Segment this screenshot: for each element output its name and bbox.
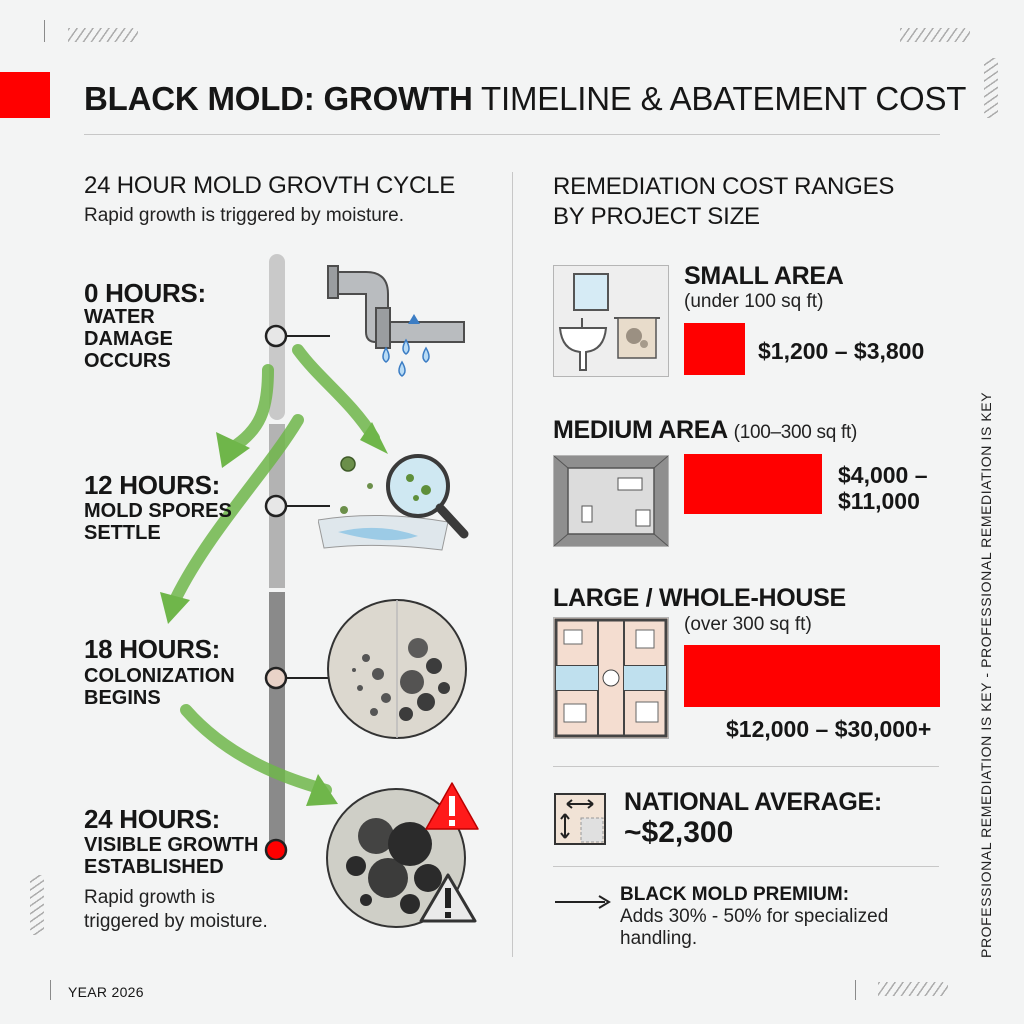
large-area-cost: $12,000 – $30,000+	[726, 716, 932, 742]
corner-hatch-bottom-right	[878, 982, 948, 996]
premium-text: Adds 30% - 50% for specialized handling.	[620, 906, 889, 949]
title-bold: BLACK MOLD: GROWTH	[84, 80, 473, 117]
side-tagline: PROFESSIONAL REMEDIATION IS KEY - PROFES…	[978, 391, 994, 958]
bathroom-icon	[558, 273, 660, 371]
corner-hatch-top-right	[900, 28, 970, 42]
title-light: TIMELINE & ABATEMENT COST	[481, 80, 967, 117]
side-hatch-left	[30, 875, 44, 935]
arrow-right-icon	[555, 895, 611, 909]
footer-year: YEAR 2026	[68, 984, 144, 1000]
large-area-bar	[684, 645, 940, 707]
magnifier-spores-icon	[318, 454, 469, 551]
stage-0-hours: 0 HOURS:	[84, 278, 206, 308]
leaking-pipe-icon	[327, 265, 465, 377]
medium-area-title: MEDIUM AREA (100–300 sq ft)	[553, 416, 857, 444]
divider-premium	[553, 866, 939, 867]
stage-24-hours: 24 HOURS:	[84, 804, 220, 834]
small-area-size: (under 100 sq ft)	[684, 291, 824, 312]
national-average-label: NATIONAL AVERAGE:	[624, 788, 882, 816]
title-rule	[84, 134, 940, 135]
bathroom-thumbnail	[553, 265, 669, 377]
timeline-subheading: Rapid growth is triggered by moisture.	[84, 205, 404, 226]
small-area-bar	[684, 323, 745, 375]
stage-12-desc: MOLD SPORES SETTLE	[84, 500, 232, 544]
stage-18-hours: 18 HOURS:	[84, 634, 220, 664]
column-divider	[512, 172, 513, 957]
premium-label: BLACK MOLD PREMIUM:	[620, 884, 850, 905]
floorplan-thumbnail	[553, 617, 669, 739]
stage-0-desc: WATER DAMAGE OCCURS	[84, 306, 173, 372]
medium-area-bar	[684, 454, 822, 514]
stage-18-desc: COLONIZATION BEGINS	[84, 665, 235, 709]
accent-tab	[0, 72, 50, 118]
colonization-circle-icon	[327, 599, 467, 739]
floorplan-icon	[554, 618, 668, 738]
side-hatch-right	[984, 58, 998, 118]
room-thumbnail	[553, 455, 669, 547]
large-area-title: LARGE / WHOLE-HOUSE	[553, 584, 846, 612]
stage-12-hours: 12 HOURS:	[84, 470, 220, 500]
costs-heading: REMEDIATION COST RANGES BY PROJECT SIZE	[553, 173, 895, 230]
corner-tick-top-left	[44, 20, 45, 42]
flow-arrows	[160, 344, 388, 806]
stage-24-desc: VISIBLE GROWTH ESTABLISHED	[84, 834, 259, 878]
corner-tick-bottom-right	[855, 980, 856, 1000]
dimension-icon	[554, 793, 606, 845]
large-area-size: (over 300 sq ft)	[684, 614, 812, 635]
timeline-footnote: Rapid growth is triggered by moisture.	[84, 887, 268, 932]
corner-hatch-top-left	[68, 28, 138, 42]
small-area-title: SMALL AREA	[684, 262, 844, 290]
timeline-nodes	[264, 324, 330, 860]
corner-tick-bottom-left	[50, 980, 51, 1000]
timeline-heading: 24 HOUR MOLD GROVTH CYCLE	[84, 172, 456, 199]
divider-average	[553, 766, 939, 767]
small-area-cost: $1,200 – $3,800	[758, 338, 925, 364]
warning-icon-gray	[419, 873, 477, 923]
room-icon	[553, 455, 669, 547]
warning-icon-red	[425, 782, 479, 830]
page-title: BLACK MOLD: GROWTH TIMELINE & ABATEMENT …	[84, 80, 966, 118]
medium-area-cost: $4,000 – $11,000	[838, 462, 928, 514]
national-average-value: ~$2,300	[624, 816, 734, 849]
